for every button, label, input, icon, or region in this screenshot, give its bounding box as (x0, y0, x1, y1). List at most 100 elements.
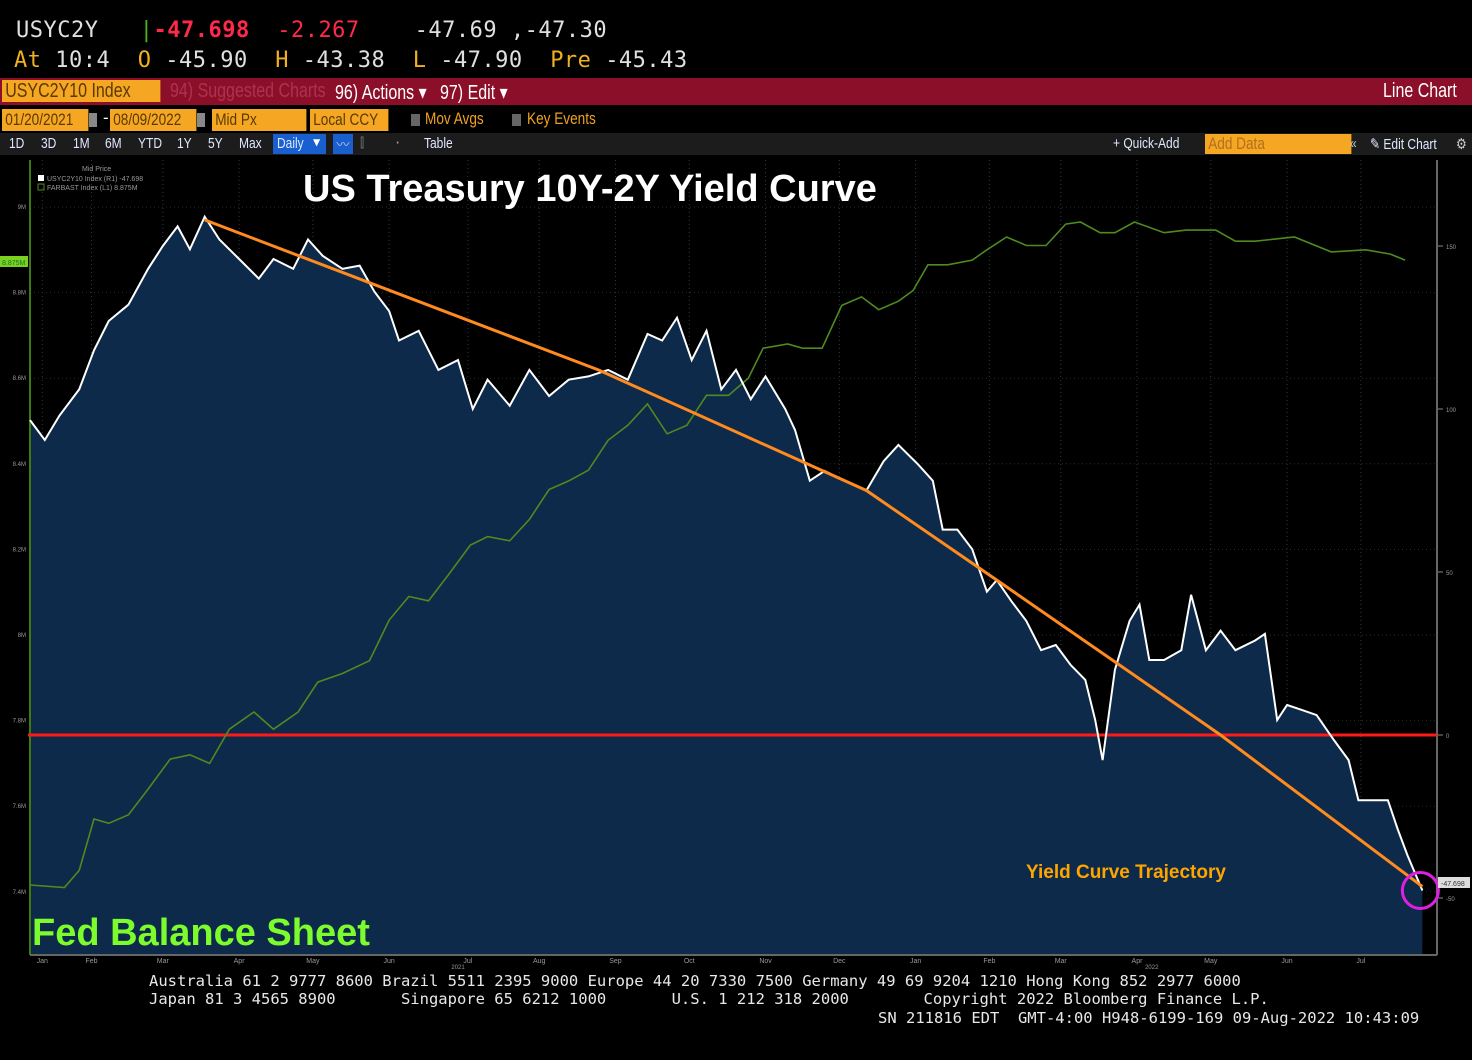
period-6m[interactable]: 6M (105, 135, 122, 152)
frequency-label: Daily (277, 135, 304, 152)
trajectory-annotation: Yield Curve Trajectory (1026, 862, 1226, 883)
right-tick-label: 0 (1446, 734, 1450, 740)
line-chart-icon[interactable]: 〰 (333, 134, 353, 154)
left-tick-label: 8.6M (13, 376, 26, 382)
left-last-value: 8.875M (2, 260, 26, 267)
legend-entry-balance: FARBAST Index (L1) 8.875M (47, 185, 138, 192)
left-last-value-box (0, 256, 28, 267)
chart: Jan Feb Mar Apr May Jun Jul Aug Sep Oct Nov Dec Jan F… (0, 160, 1470, 970)
key-events-label[interactable]: Key Events (527, 109, 596, 128)
x-tick-label: Feb (983, 958, 995, 965)
prev-value: -45.43 (605, 48, 688, 73)
period-1d[interactable]: 1D (9, 135, 25, 152)
calendar-icon[interactable] (89, 113, 97, 127)
dropdown-dot[interactable]: · (394, 136, 402, 150)
open-label: O (137, 48, 152, 73)
low-value: -47.90 (440, 48, 523, 73)
date-separator: - (101, 108, 111, 127)
mov-avgs-checkbox[interactable] (411, 114, 420, 126)
x-tick-label: May (306, 958, 320, 965)
x-tick-label: Jul (463, 958, 472, 965)
period-3d[interactable]: 3D (41, 135, 57, 152)
tick-indicator: | (139, 18, 154, 43)
edit-menu[interactable]: 97) Edit ▾ (440, 82, 508, 104)
quote-line-1: USYC2Y |-47.698 -2.267 -47.69 ,-47.30 (16, 18, 607, 43)
left-tick-label: 7.6M (13, 804, 26, 810)
prev-label: Pre (550, 48, 592, 73)
chart-title: US Treasury 10Y-2Y Yield Curve (303, 168, 877, 210)
year-label: 2022 (1145, 965, 1159, 970)
balance-sheet-annotation: Fed Balance Sheet (32, 912, 370, 954)
legend-entry-yield: USYC2Y10 Index (R1) -47.698 (47, 176, 143, 183)
x-tick-label: Jan (910, 958, 921, 965)
trajectory-line (204, 218, 1424, 888)
high-label: H (275, 48, 289, 73)
x-tick-label: Oct (684, 958, 695, 965)
currency-select[interactable]: Local CCY (310, 109, 389, 131)
suggested-charts-button[interactable]: 94) Suggested Charts (170, 80, 326, 102)
legend: Mid Price USYC2Y10 Index (R1) -47.698 FA… (37, 166, 143, 192)
x-tick-label: Apr (1132, 958, 1144, 965)
actions-label: 96) Actions (335, 82, 415, 104)
right-tick-label: -50 (1446, 897, 1455, 903)
period-ytd[interactable]: YTD (138, 135, 162, 152)
x-tick-label: Jan (37, 958, 48, 965)
end-point-circle (1400, 871, 1440, 911)
key-events-checkbox[interactable] (512, 114, 521, 126)
x-tick-label: Jun (384, 958, 395, 965)
security-field[interactable]: USYC2Y10 Index (2, 80, 161, 102)
right-axis: 150 100 50 0 -50 (1437, 245, 1457, 903)
left-axis: 9M 8.8M 8.6M 8.4M 8.2M 8M 7.8M 7.6M 7.4M (13, 205, 26, 896)
chart-type-label: Line Chart (1383, 80, 1457, 102)
x-tick-label: Feb (85, 958, 97, 965)
footer-contacts-1: Australia 61 2 9777 8600 Brazil 5511 239… (149, 972, 1241, 990)
table-button[interactable]: Table (424, 135, 453, 152)
left-tick-label: 7.4M (13, 890, 26, 896)
frequency-select[interactable]: Daily ▼ (273, 134, 326, 154)
actions-menu[interactable]: 96) Actions ▾ (335, 82, 427, 104)
collapse-icon[interactable]: « (1350, 135, 1357, 152)
edit-chart-button[interactable]: ✎ Edit Chart (1370, 135, 1437, 153)
period-1y[interactable]: 1Y (177, 135, 192, 152)
quote-line-2: At 10:4 O -45.90 H -43.38 L -47.90 Pre -… (14, 48, 688, 73)
price-field-select[interactable]: Mid Px (212, 109, 307, 131)
x-tick-label: Mar (1055, 958, 1068, 965)
right-last-value: -47.698 (1441, 881, 1465, 888)
right-tick-label: 150 (1446, 245, 1457, 251)
fed-balance-sheet-line (29, 221, 1406, 889)
bid-ask: -47.69 ,-47.30 (414, 18, 608, 43)
calendar-icon[interactable] (197, 113, 205, 127)
net-change: -2.267 (277, 18, 360, 43)
last-price: -47.698 (153, 18, 250, 43)
bar-chart-icon[interactable]: ⫿ (360, 136, 365, 151)
footer-contacts-2: Japan 81 3 4565 8900 Singapore 65 6212 1… (149, 990, 1269, 1008)
x-tick-label: Mar (157, 958, 170, 965)
left-tick-label: 8.4M (13, 462, 26, 468)
footer-timestamp: SN 211816 EDT GMT-4:00 H948-6199-169 09-… (878, 1009, 1420, 1027)
x-tick-label: Apr (234, 958, 246, 965)
left-tick-label: 8M (18, 633, 26, 639)
start-date-field[interactable]: 01/20/2021 (2, 109, 89, 131)
add-data-input[interactable]: Add Data (1205, 134, 1352, 154)
period-max[interactable]: Max (239, 135, 262, 152)
gear-icon[interactable]: ⚙ (1456, 136, 1467, 153)
legend-header: Mid Price (82, 166, 111, 173)
x-axis: Jan Feb Mar Apr May Jun Jul Aug Sep Oct Nov Dec Jan F… (37, 958, 1366, 970)
x-tick-label: Sep (609, 958, 622, 965)
legend-swatch-yield (38, 175, 44, 181)
chevron-down-icon: ▼ (313, 135, 321, 149)
quick-add-button[interactable]: + Quick-Add (1113, 135, 1180, 152)
high-value: -43.38 (302, 48, 386, 73)
period-1m[interactable]: 1M (73, 135, 90, 152)
x-tick-label: Dec (833, 958, 846, 965)
period-5y[interactable]: 5Y (208, 135, 223, 152)
function-bar (0, 78, 1472, 105)
right-tick-label: 100 (1446, 408, 1457, 414)
mov-avgs-label[interactable]: Mov Avgs (425, 109, 484, 128)
end-date-field[interactable]: 08/09/2022 (110, 109, 197, 131)
open-value: -45.90 (165, 48, 248, 73)
right-tick-label: 50 (1446, 571, 1453, 577)
x-tick-label: May (1204, 958, 1218, 965)
x-tick-label: Jun (1281, 958, 1292, 965)
period-bar (0, 133, 1472, 155)
